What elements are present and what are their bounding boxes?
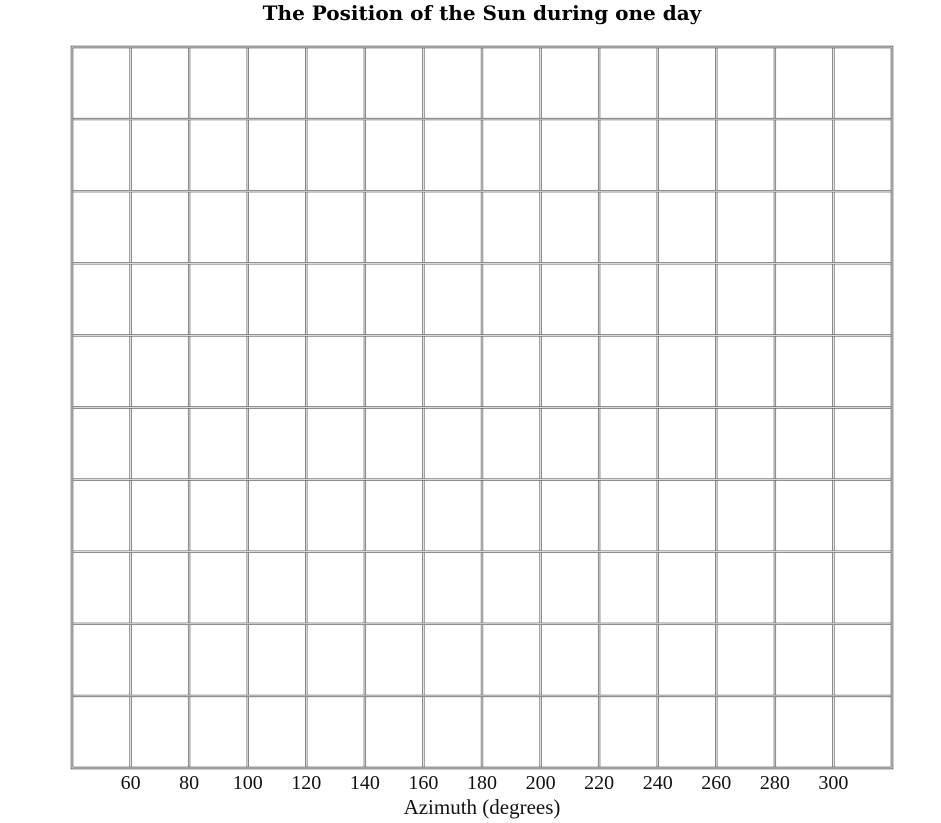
x-tick-label: 300 [818,772,848,794]
x-tick-label: 60 [121,772,141,794]
x-tick-label: 80 [179,772,199,794]
x-tick-labels: 60 80 100 120 140 160 180 200 220 240 260 280 300 [121,772,849,794]
x-tick-label: 260 [701,772,731,794]
plot-frame-inner [71,46,893,769]
x-axis-label: Azimuth (degrees) [404,795,561,819]
chart-title: The Position of the Sun during one day [263,1,703,25]
x-tick-label: 240 [643,772,673,794]
x-tick-label: 120 [291,772,321,794]
x-tick-label: 280 [760,772,790,794]
x-tick-label: 200 [526,772,556,794]
x-tick-label: 220 [584,772,614,794]
grid [72,47,892,768]
x-tick-label: 100 [233,772,263,794]
x-tick-label: 180 [467,772,497,794]
x-tick-label: 140 [350,772,380,794]
x-tick-label: 160 [408,772,438,794]
